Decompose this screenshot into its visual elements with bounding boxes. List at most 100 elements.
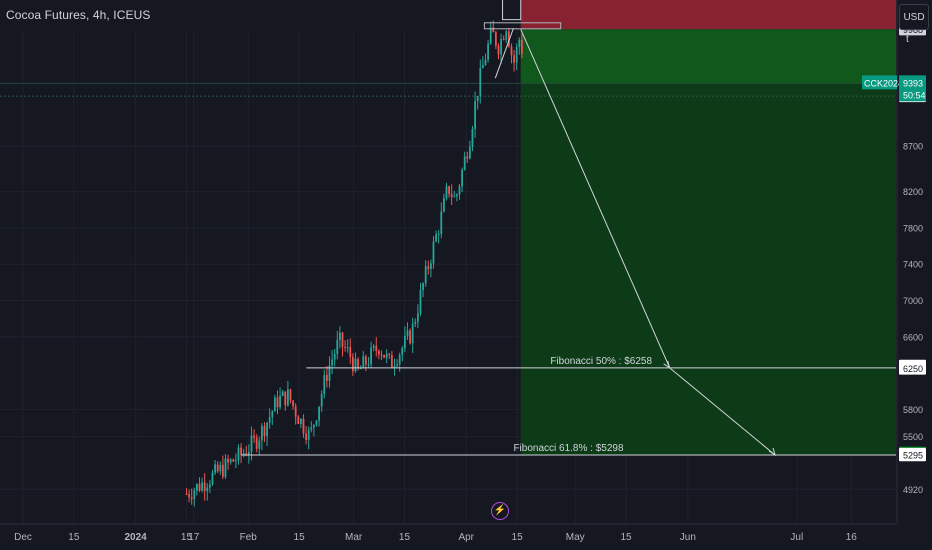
candle-body: [188, 493, 190, 498]
candle-body: [354, 358, 357, 372]
candle-body: [461, 169, 463, 187]
candle-body: [276, 397, 279, 408]
candle-body: [318, 406, 320, 421]
candle-body: [268, 417, 271, 423]
candle-body: [393, 365, 396, 368]
candle-body: [494, 32, 497, 46]
candle-body: [357, 358, 359, 369]
candle-body: [458, 186, 461, 195]
candle-body: [481, 65, 484, 69]
candle-body: [201, 482, 203, 491]
scale-button[interactable]: t: [906, 34, 909, 45]
candle-body: [266, 422, 268, 437]
price-tick: 8700: [903, 142, 923, 152]
candle-body: [281, 391, 284, 396]
candle-body: [396, 364, 398, 366]
price-tick: 5800: [903, 405, 923, 415]
time-tick: 15: [512, 532, 524, 543]
price-label: 6250: [903, 364, 923, 374]
candle-body: [385, 353, 388, 358]
candle-body: [466, 156, 469, 159]
candle-body: [471, 128, 474, 147]
time-tick: 15: [399, 532, 411, 543]
candle-body: [206, 487, 209, 491]
candle-body: [375, 345, 378, 351]
candle-body: [349, 347, 352, 357]
candle-body: [507, 31, 510, 47]
candle-body: [260, 425, 263, 441]
candle-body: [364, 356, 367, 365]
time-tick: 15: [294, 532, 306, 543]
candle-body: [237, 447, 240, 461]
candle-body: [520, 39, 523, 54]
candle-body: [346, 347, 349, 349]
candle-body: [315, 420, 318, 425]
candle-body: [398, 354, 401, 365]
time-tick: Dec: [14, 532, 32, 543]
candle-body: [245, 453, 248, 456]
candle-body: [328, 365, 331, 381]
candle-body: [463, 156, 466, 170]
candle-body: [240, 447, 242, 455]
candle-body: [440, 211, 443, 234]
candle-body: [367, 364, 370, 366]
candle-body: [289, 389, 292, 401]
price-tick: 7800: [903, 223, 923, 233]
candle-body: [216, 464, 219, 472]
candle-body: [359, 368, 362, 370]
candle-body: [333, 353, 336, 360]
candle-body: [198, 483, 201, 491]
candle-body: [406, 330, 409, 336]
candle-body: [445, 186, 448, 199]
candle-body: [208, 484, 211, 488]
candle-body: [390, 354, 393, 368]
candle-body: [193, 490, 196, 499]
candle-body: [227, 458, 229, 463]
time-tick: 17: [188, 532, 200, 543]
price-label-box: [899, 448, 926, 462]
candle-body: [258, 440, 261, 449]
time-tick: 15: [181, 532, 193, 543]
candle-body: [468, 146, 471, 159]
candle-body: [195, 483, 198, 491]
currency-button[interactable]: USD: [899, 4, 929, 30]
price-label: 5295: [903, 451, 923, 461]
top-range-box: [483, 22, 562, 30]
candle-body: [419, 290, 422, 314]
candle-body: [310, 427, 313, 430]
price-tick: 7000: [903, 296, 923, 306]
candle-body: [401, 348, 404, 355]
fib-618-label: Fibonacci 61.8% : $5298: [513, 443, 624, 454]
price-label-box: [899, 361, 926, 375]
candle-body: [294, 406, 297, 417]
candle-body: [325, 375, 328, 381]
candle-body: [453, 196, 456, 198]
candle-body: [219, 464, 222, 472]
candle-body: [320, 394, 323, 407]
candle-body: [247, 451, 250, 456]
candle-body: [221, 464, 224, 477]
time-tick: 15: [68, 532, 80, 543]
candle-body: [362, 356, 365, 369]
candle-body: [292, 400, 294, 407]
candle-body: [513, 55, 515, 63]
candle-body: [370, 347, 372, 365]
candle-body: [263, 425, 266, 437]
candle-body: [432, 241, 435, 264]
candle-body: [273, 397, 276, 412]
time-tick: Feb: [240, 532, 258, 543]
open-pnl-zone: [520, 29, 896, 84]
candle-body: [253, 435, 255, 438]
candle-body: [312, 424, 315, 428]
time-tick: Jul: [790, 532, 803, 543]
current-price-text: 9393: [903, 78, 923, 88]
candle-body: [474, 101, 476, 129]
bolt-icon[interactable]: ⚡: [491, 502, 509, 520]
candle-body: [455, 194, 458, 197]
price-tick: 6600: [903, 332, 923, 342]
candle-body: [377, 350, 380, 355]
time-tick: Jun: [680, 532, 696, 543]
price-tick: 7400: [903, 260, 923, 270]
price-tick: 4920: [903, 485, 923, 495]
